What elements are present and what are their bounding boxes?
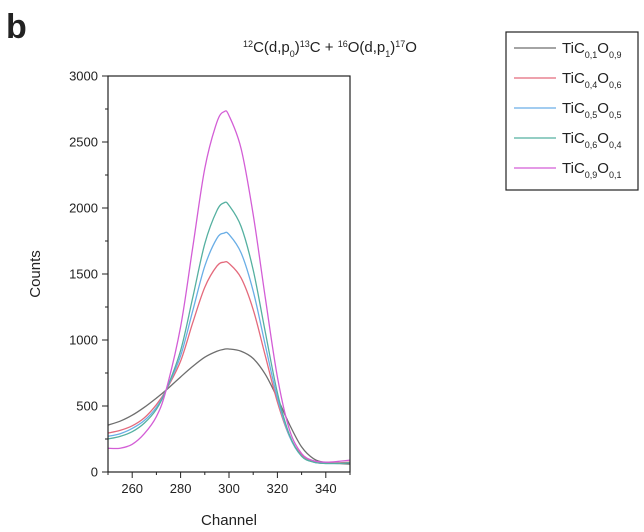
y-axis-label: Counts (27, 250, 44, 298)
y-tick-label: 3000 (69, 69, 98, 84)
legend-label-part: 0,9 (609, 50, 622, 60)
legend-label-part: TiC (562, 160, 585, 177)
x-axis-label: Channel (201, 512, 257, 529)
legend-label-part: TiC (562, 40, 585, 57)
legend-label-part: TiC (562, 130, 585, 147)
plot-series (107, 110, 351, 465)
y-tick-label: 2500 (69, 135, 98, 150)
legend-label-4: TiC0,6O0,4 (562, 130, 621, 150)
legend-label-part: 0,6 (609, 80, 622, 90)
chart-title-part: 13 (300, 39, 310, 49)
legend-label-part: 0,4 (585, 80, 598, 90)
legend-label-part: O (597, 160, 609, 177)
y-tick-label: 0 (91, 465, 98, 480)
legend-label-5: TiC0,9O0,1 (562, 160, 621, 180)
legend-label-2: TiC0,4O0,6 (562, 70, 621, 90)
y-tick-label: 2000 (69, 201, 98, 216)
chart-title-part: C + (310, 39, 338, 56)
legend-label-part: 0,5 (585, 110, 598, 120)
legend-label-1: TiC0,1O0,9 (562, 40, 621, 60)
series-line-4 (107, 201, 351, 465)
chart-title-part: 17 (395, 39, 405, 49)
chart-title-part: ) (295, 39, 300, 56)
panel-label: b (6, 8, 27, 46)
legend-label-part: TiC (562, 100, 585, 117)
chart-title-part: ) (390, 39, 395, 56)
chart-title-part: C(d,p (253, 39, 290, 56)
series-line-2 (107, 260, 351, 464)
legend-label-part: 0,5 (609, 110, 622, 120)
legend-label-part: O (597, 100, 609, 117)
y-tick-label: 500 (76, 399, 98, 414)
chart-title-part: 1 (385, 49, 390, 59)
x-tick-label: 300 (218, 481, 240, 496)
chart-title-part: 16 (338, 39, 348, 49)
y-tick-label: 1500 (69, 267, 98, 282)
x-tick-label: 340 (315, 481, 337, 496)
chart-title-part: O(d,p (348, 39, 386, 56)
legend-label-part: O (597, 40, 609, 57)
series-line-5 (107, 110, 351, 463)
plot-frame (107, 75, 351, 473)
legend-label-part: 0,1 (609, 170, 622, 180)
chart-title-part: 0 (290, 49, 295, 59)
x-tick-label: 280 (170, 481, 192, 496)
chart-title-part: O (405, 39, 417, 56)
legend-label-part: 0,4 (609, 140, 622, 150)
legend-label-part: O (597, 130, 609, 147)
legend: TiC0,1O0,9TiC0,4O0,6TiC0,5O0,5TiC0,6O0,4… (505, 31, 639, 191)
legend-box (505, 31, 639, 191)
y-tick-label: 1000 (69, 333, 98, 348)
legend-label-3: TiC0,5O0,5 (562, 100, 621, 120)
legend-label-part: 0,1 (585, 50, 598, 60)
chart-title: 12C(d,p0)13C + 16O(d,p1)17O (243, 39, 417, 59)
legend-label-part: O (597, 70, 609, 87)
legend-label-part: 0,6 (585, 140, 598, 150)
legend-label-part: TiC (562, 70, 585, 87)
legend-label-part: 0,9 (585, 170, 598, 180)
y-axis: 0 500 1000 1500 2000 2500 3000 (69, 69, 108, 480)
x-tick-label: 260 (121, 481, 143, 496)
chart-title-part: 12 (243, 39, 253, 49)
series-line-1 (107, 348, 351, 465)
x-axis: 260 280 300 320 340 (107, 472, 351, 496)
x-tick-label: 320 (267, 481, 289, 496)
series-line-3 (107, 231, 351, 465)
